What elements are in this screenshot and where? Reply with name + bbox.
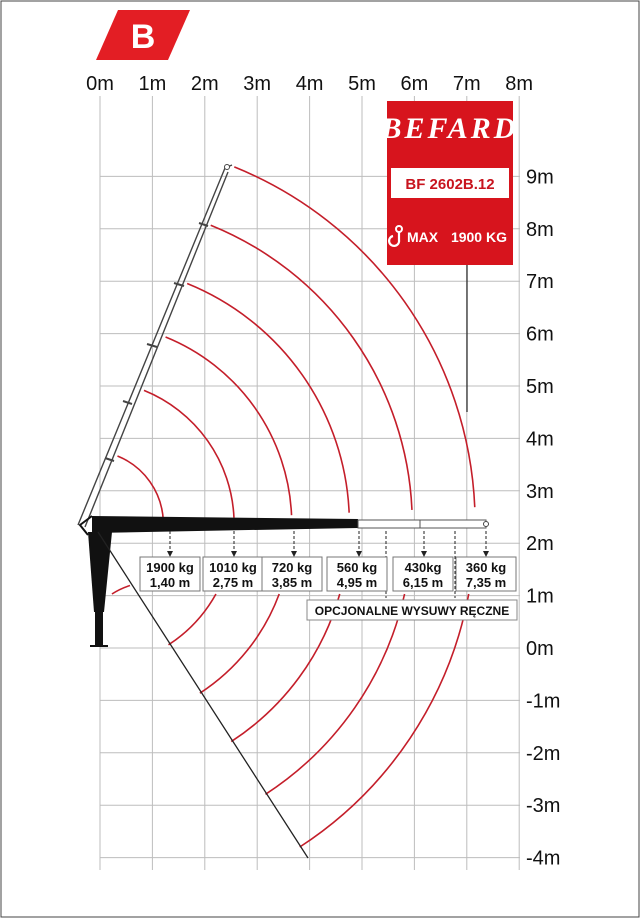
y-tick-label: 6m [526, 324, 554, 346]
capacity-reach: 3,85 m [272, 575, 312, 590]
y-tick-label: 3m [526, 481, 554, 503]
badge-letter: B [131, 18, 156, 56]
y-tick-label: -2m [526, 743, 560, 765]
drop-arrow [421, 551, 427, 557]
reach-arc-lower [168, 593, 217, 646]
reach-arc-upper [233, 166, 476, 508]
boom-hinge [78, 515, 93, 536]
brand-logo: BEFARD [381, 112, 519, 145]
crane-hook-icon [388, 225, 403, 247]
capacity-drop-lines [167, 531, 489, 598]
y-tick-label: -3m [526, 795, 560, 817]
capacity-kg: 560 kg [337, 560, 378, 575]
crane-column [78, 515, 112, 647]
capacity-reach: 4,95 m [337, 575, 377, 590]
capacity-kg: 360 kg [466, 560, 507, 575]
capacity-box [392, 556, 454, 592]
drop-arrow [356, 551, 362, 557]
y-tick-label: -4m [526, 848, 560, 870]
reach-arc-lower [199, 593, 280, 694]
column-foot [95, 612, 103, 646]
drop-arrow [167, 551, 173, 557]
model-box [391, 168, 509, 198]
raised-boom-tip [224, 164, 230, 170]
x-tick-label: 6m [401, 73, 429, 95]
y-tick-label: 1m [526, 586, 554, 608]
reach-arc-upper [210, 224, 413, 510]
x-tick-label: 5m [348, 73, 376, 95]
reach-arc-lower [299, 593, 470, 848]
y-tick-label: 8m [526, 219, 554, 241]
badge-shape [96, 10, 190, 60]
reach-arc-upper [143, 389, 235, 518]
drop-arrow [291, 551, 297, 557]
capacity-reach: 7,35 m [466, 575, 506, 590]
capacity-kg: 430kg [405, 560, 442, 575]
y-tick-label: 0m [526, 638, 554, 660]
raised-joint-4 [122, 400, 133, 405]
boom-tip [483, 521, 489, 527]
y-tick-label: 9m [526, 166, 554, 188]
y-tick-label: 2m [526, 533, 554, 555]
reach-arcs [111, 166, 476, 848]
drop-arrow [483, 551, 489, 557]
lower-limit-line [97, 531, 309, 859]
x-tick-label: 8m [505, 73, 533, 95]
capacity-reach: 6,15 m [403, 575, 443, 590]
x-tick-label: 2m [191, 73, 219, 95]
reach-arc-upper [117, 455, 165, 521]
capacity-box [261, 556, 323, 592]
capacity-box [455, 556, 517, 592]
reach-arc-upper [186, 282, 350, 513]
y-tick-label: 5m [526, 376, 554, 398]
x-tick-label: 0m [86, 73, 114, 95]
model-name: BF 2602B.12 [405, 176, 494, 193]
x-tick-label: 7m [453, 73, 481, 95]
capacity-reach: 2,75 m [213, 575, 253, 590]
raised-joint-2 [173, 282, 185, 287]
column-body [88, 532, 112, 612]
raised-joint-1 [198, 222, 209, 227]
brand-panel: BEFARD BF 2602B.12 MAX 1900 KG [381, 101, 519, 265]
capacity-kg: 1900 kg [146, 560, 194, 575]
raised-joint-3 [146, 343, 158, 348]
manual-extensions-note: OPCJONALNE WYSUWY RĘCZNE [306, 599, 518, 621]
y-tick-label: 4m [526, 428, 554, 450]
x-axis-labels: 0m 1m 2m 3m 4m 5m 6m 7m 8m [86, 73, 533, 95]
y-axis-labels: 9m 8m 7m 6m 5m 4m 3m 2m 1m 0m -1m -2m -3m -4m [526, 166, 560, 869]
reach-arc-lower [111, 584, 131, 595]
horizontal-boom [92, 516, 489, 533]
x-tick-label: 3m [243, 73, 271, 95]
max-label: MAX [407, 229, 439, 245]
capacity-kg: 1010 kg [209, 560, 257, 575]
capacity-box [202, 556, 264, 592]
drop-arrow [231, 551, 237, 557]
y-tick-label: -1m [526, 690, 560, 712]
raised-boom-lower-edge [84, 171, 229, 528]
raised-joint-5 [104, 457, 115, 462]
x-tick-label: 4m [296, 73, 324, 95]
raised-boom [77, 164, 233, 528]
variant-badge: B [96, 10, 190, 60]
reach-arc-upper [165, 336, 293, 516]
reach-arc-lower [265, 593, 406, 795]
note-text: OPCJONALNE WYSUWY RĘCZNE [315, 604, 509, 618]
manual-extensions [357, 519, 487, 529]
capacity-boxes: 1900 kg1,40 m 1010 kg2,75 m 720 kg3,85 m 56… [139, 556, 517, 592]
hydraulic-boom [92, 516, 358, 533]
capacity-box [139, 556, 201, 592]
y-tick-label: 7m [526, 271, 554, 293]
note-box [306, 599, 518, 621]
x-tick-label: 1m [139, 73, 167, 95]
capacity-box [326, 556, 388, 592]
capacity-reach: 1,40 m [150, 575, 190, 590]
max-value: 1900 KG [451, 229, 507, 245]
capacity-kg: 720 kg [272, 560, 313, 575]
